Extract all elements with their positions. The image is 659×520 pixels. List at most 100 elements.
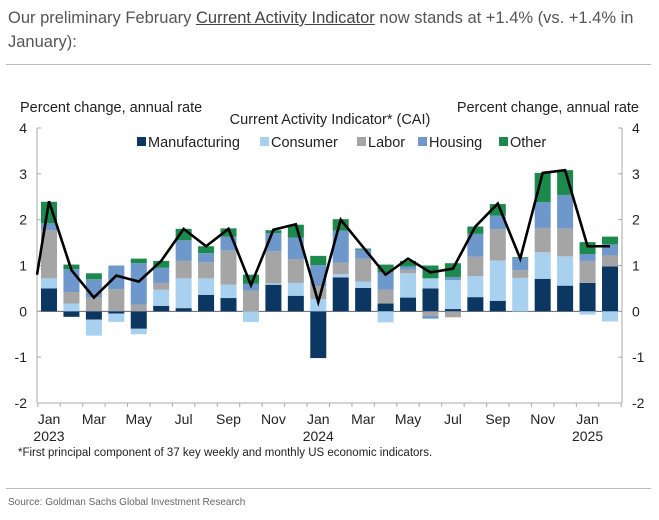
legend-label-other: Other (510, 135, 546, 151)
bar-consumer-7 (198, 278, 215, 295)
bar-housing-22 (534, 202, 551, 228)
bar-manufacturing-0 (41, 288, 57, 312)
x-tick-label: May (126, 411, 152, 427)
bar-other-24 (579, 242, 596, 255)
bar-other-19 (467, 226, 484, 234)
bar-labor-18 (444, 311, 461, 318)
bar-housing-18 (444, 276, 461, 281)
bar-other-23 (557, 170, 574, 195)
bar-consumer-16 (400, 273, 417, 298)
bar-consumer-18 (444, 280, 461, 310)
bar-consumer-6 (175, 278, 192, 309)
bar-housing-4 (130, 263, 147, 305)
y-tick-label-right: 0 (632, 303, 640, 319)
bar-manufacturing-12 (310, 311, 327, 359)
legend-swatch-consumer (260, 137, 269, 146)
intro-text: Our preliminary February (8, 9, 196, 27)
cai-line (35, 168, 610, 307)
bar-other-13 (332, 219, 349, 231)
x-tick-label: Mar (82, 411, 106, 427)
y-axis-label-right: Percent change, annual rate (457, 100, 639, 116)
bar-housing-11 (287, 237, 304, 260)
bar-labor-1 (63, 292, 80, 304)
bar-labor-8 (220, 250, 237, 285)
bar-labor-25 (602, 255, 618, 267)
legend-swatch-manufacturing (137, 137, 146, 146)
bar-manufacturing-2 (85, 311, 102, 320)
divider-bottom (6, 488, 651, 489)
bar-housing-14 (355, 249, 372, 259)
bar-manufacturing-16 (400, 297, 417, 312)
bar-housing-3 (108, 265, 125, 290)
y-tick-label-left: 4 (19, 120, 27, 136)
intro-text-end: now stands at +1.4% (vs. +1.4% in Januar… (8, 9, 634, 51)
y-tick-label-right: 3 (632, 166, 640, 182)
x-tick-label: Jan (576, 411, 599, 427)
bar-manufacturing-17 (422, 288, 439, 312)
bar-housing-5 (153, 267, 170, 283)
cai-link[interactable]: Current Activity Indicator (195, 9, 375, 27)
bar-labor-11 (287, 259, 304, 283)
bar-labor-22 (534, 227, 551, 253)
bar-housing-21 (512, 258, 529, 271)
bar-manufacturing-15 (377, 303, 394, 312)
bar-housing-20 (489, 215, 506, 230)
bar-labor-7 (198, 262, 215, 279)
intro-paragraph: Our preliminary February Current Activit… (8, 6, 648, 54)
bar-labor-16 (400, 269, 417, 274)
bar-manufacturing-20 (489, 300, 506, 312)
x-year-label: 2025 (572, 428, 603, 444)
bar-other-16 (400, 260, 417, 267)
bar-manufacturing-18 (444, 309, 461, 312)
y-tick-label-left: -2 (15, 395, 28, 411)
bar-manufacturing-8 (220, 298, 237, 312)
x-tick-label: Sep (216, 411, 241, 427)
bar-consumer-13 (332, 274, 349, 278)
bar-manufacturing-1 (63, 311, 80, 317)
bar-labor-2 (85, 297, 102, 312)
y-tick-label-right: 4 (632, 120, 640, 136)
bar-labor-3 (108, 289, 125, 312)
y-tick-label-left: -1 (15, 349, 28, 365)
bar-housing-12 (310, 265, 327, 287)
chart-title: Current Activity Indicator* (CAI) (230, 112, 431, 128)
bar-labor-13 (332, 262, 349, 275)
bar-manufacturing-24 (579, 282, 596, 312)
bar-consumer-19 (467, 276, 484, 298)
bar-consumer-0 (41, 278, 57, 289)
bar-labor-14 (355, 258, 372, 282)
bar-labor-15 (377, 289, 394, 304)
x-tick-label: Jan (38, 411, 61, 427)
legend-label-consumer: Consumer (271, 135, 338, 151)
bar-housing-15 (377, 272, 394, 290)
divider-top (6, 64, 651, 65)
bar-consumer-9 (242, 311, 259, 322)
bar-labor-12 (310, 286, 327, 299)
bar-labor-20 (489, 229, 506, 261)
bar-manufacturing-22 (534, 278, 551, 312)
legend-swatch-labor (357, 137, 366, 146)
bar-labor-21 (512, 270, 529, 278)
bar-labor-19 (467, 256, 484, 277)
bar-manufacturing-11 (287, 295, 304, 312)
bar-consumer-11 (287, 282, 304, 296)
x-year-label: 2023 (33, 428, 64, 444)
bar-housing-2 (85, 279, 102, 298)
y-tick-label-left: 2 (19, 212, 27, 228)
legend-label-housing: Housing (429, 135, 482, 151)
bar-housing-7 (198, 253, 215, 263)
bar-labor-23 (557, 228, 574, 257)
x-tick-label: Sep (485, 411, 510, 427)
bar-consumer-24 (579, 311, 596, 315)
bar-other-5 (153, 260, 170, 268)
bar-consumer-2 (85, 319, 102, 336)
legend-swatch-other (499, 137, 508, 146)
bar-manufacturing-25 (602, 266, 618, 312)
x-tick-label: Nov (261, 411, 286, 427)
bar-other-12 (310, 255, 327, 266)
x-tick-label: Nov (530, 411, 555, 427)
legend-label-labor: Labor (368, 135, 405, 151)
bar-manufacturing-7 (198, 294, 215, 312)
y-tick-label-left: 3 (19, 166, 27, 182)
bar-manufacturing-3 (108, 311, 125, 314)
